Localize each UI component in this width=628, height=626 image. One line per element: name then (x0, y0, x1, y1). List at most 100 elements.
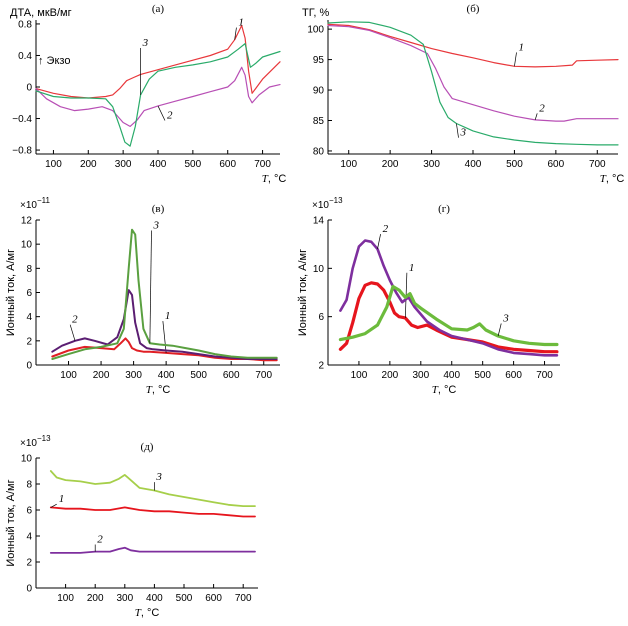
y-tick-label: 0.8 (18, 19, 32, 30)
series-3-label: 3 (460, 127, 467, 139)
series-1-label: 1 (519, 41, 525, 53)
y-tick-label: 2 (318, 361, 324, 372)
x-tick-label: 500 (506, 159, 523, 170)
x-axis-var: T (262, 173, 269, 185)
scale-base: ×10 (312, 200, 329, 211)
panel-label: (в) (152, 203, 165, 215)
x-tick-label: 200 (80, 159, 97, 170)
x-tick-label: 200 (382, 370, 399, 381)
series-3-line (35, 42, 281, 147)
scale-label: ×10−13 (312, 196, 343, 211)
scale-label: ×10−13 (20, 434, 51, 449)
y-tick-label: 10 (313, 264, 325, 275)
x-tick-label: 100 (57, 593, 74, 604)
y-tick-label: −0.8 (12, 146, 32, 157)
series-3-label: 3 (142, 37, 149, 49)
chart-b: 100 200 300 400 500 600 700 80 85 90 95 100 (б) ТГ, %… (302, 3, 624, 185)
series-1-label: 1 (409, 262, 415, 274)
scale-exponent: −13 (37, 434, 51, 443)
series-2-leader (534, 113, 538, 120)
x-tick-label: 500 (190, 370, 207, 381)
y-tick-label: 85 (313, 116, 325, 127)
x-axis-var: T (135, 607, 142, 619)
series-2-leader (157, 105, 166, 121)
series-1-leader (234, 27, 237, 40)
x-tick-label: 100 (340, 159, 357, 170)
series-1-line (51, 337, 278, 362)
x-tick-label: 300 (412, 370, 429, 381)
series-2-line (327, 24, 619, 122)
series-3-leader (456, 123, 459, 138)
x-tick-label: 300 (116, 593, 133, 604)
series-2-line (49, 546, 256, 554)
y-tick-label: 8 (26, 264, 32, 275)
x-axis-label: T, °C (135, 607, 160, 619)
x-axis-label: T, °C (262, 173, 287, 185)
panel-label: (б) (467, 3, 480, 15)
x-tick-label: 600 (548, 159, 565, 170)
x-axis-unit: , °C (152, 384, 171, 396)
series-2-leader (377, 234, 381, 250)
x-tick-label: 400 (150, 159, 167, 170)
y-tick-label: 2 (26, 336, 32, 347)
y-tick-label: 80 (313, 146, 325, 157)
series-3-label: 3 (502, 313, 509, 325)
scale-label: ×10−11 (20, 196, 50, 211)
x-tick-label: 600 (219, 159, 236, 170)
x-axis-unit: , °C (438, 384, 457, 396)
x-axis-unit: , °C (141, 607, 160, 619)
x-tick-label: 600 (205, 593, 222, 604)
chart-d: 100 200 300 400 500 600 700 0 2 4 6 8 10 (д) Ионный то… (5, 434, 258, 619)
y-tick-label: 0 (26, 83, 32, 94)
series-3-line (49, 470, 256, 508)
panel-label: (г) (438, 203, 450, 215)
x-tick-label: 700 (235, 593, 252, 604)
x-tick-label: 400 (465, 159, 482, 170)
y-axis-label: ТГ, % (302, 7, 329, 19)
series-3-line (327, 21, 619, 146)
y-tick-label: 10 (21, 454, 33, 465)
y-tick-label: 95 (313, 55, 325, 66)
y-tick-label: 10 (21, 240, 33, 251)
y-axis-label: Ионный ток, А/мг (297, 249, 309, 336)
panel-label: (д) (141, 441, 154, 453)
y-tick-label: 8 (26, 480, 32, 491)
panel-label: (а) (152, 3, 165, 15)
series-3-line (51, 228, 278, 360)
y-axis-label: Ионный ток, А/мг (5, 249, 17, 336)
x-tick-label: 700 (254, 159, 271, 170)
y-axis-label: Ионный ток, А/мг (5, 479, 17, 566)
series-2-line (51, 289, 278, 360)
series-1-label: 1 (59, 493, 65, 505)
series-2-leader (69, 324, 76, 341)
x-tick-label: 200 (87, 593, 104, 604)
x-tick-label: 500 (474, 370, 491, 381)
x-tick-label: 400 (443, 370, 460, 381)
y-tick-label: 4 (26, 532, 32, 543)
series-1-label: 1 (165, 310, 171, 322)
y-tick-label: 4 (26, 312, 32, 323)
series-1-leader (50, 503, 57, 508)
x-tick-label: 200 (93, 370, 110, 381)
y-tick-label: 0 (26, 584, 32, 595)
x-axis-label: T, °C (432, 384, 457, 396)
x-axis-var: T (432, 384, 439, 396)
scale-exponent: −11 (37, 196, 51, 205)
series-3-label: 3 (155, 471, 162, 483)
x-tick-label: 700 (255, 370, 272, 381)
x-axis-unit: , °C (268, 173, 287, 185)
x-axis-var: T (600, 173, 607, 185)
scale-base: ×10 (20, 438, 37, 449)
y-tick-label: 2 (26, 558, 32, 569)
exo-annotation: ↑ Экзо (38, 55, 70, 67)
x-tick-label: 500 (185, 159, 202, 170)
series-1-leader (514, 52, 517, 67)
series-2-label: 2 (167, 110, 173, 122)
series-2-line (339, 239, 559, 357)
x-tick-label: 600 (223, 370, 240, 381)
y-tick-label: 100 (307, 25, 324, 36)
x-tick-label: 100 (60, 370, 77, 381)
series-1-line (338, 281, 559, 354)
x-tick-label: 400 (158, 370, 175, 381)
